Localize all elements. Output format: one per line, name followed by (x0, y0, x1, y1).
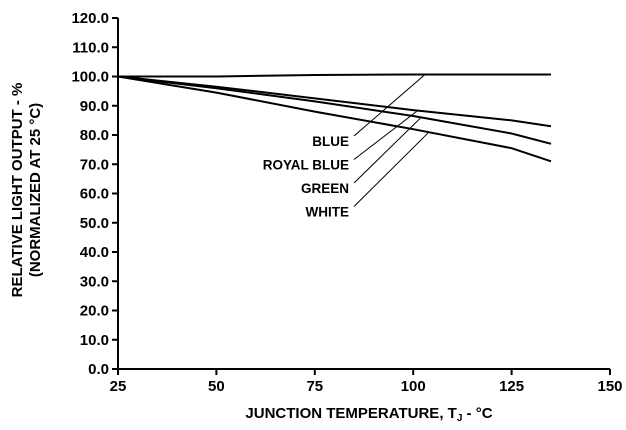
x-tick-label: 75 (306, 378, 323, 395)
series-lines (117, 73, 552, 163)
series-label-green: GREEN (301, 181, 349, 196)
y-axis-title-group: RELATIVE LIGHT OUTPUT - % (NORMALIZED AT… (9, 83, 44, 298)
series-label-blue: BLUE (312, 134, 349, 149)
x-axis-title: JUNCTION TEMPERATURE, TJ - °C (245, 405, 492, 424)
series-label-leaders (353, 74, 430, 207)
y-tick-label: 20.0 (80, 303, 109, 320)
y-axis-ticks: 0.0 10.0 20.0 30.0 40.0 50.0 60.0 70.0 80.0 90.0 1… (71, 10, 118, 378)
x-tick-label: 25 (110, 378, 127, 395)
x-tick-label: 50 (208, 378, 225, 395)
y-tick-label: 90.0 (80, 98, 109, 115)
y-tick-label: 110.0 (72, 39, 109, 56)
y-tick-label: 0.0 (88, 361, 109, 378)
series-line-green (117, 75, 552, 145)
x-axis-ticks: 25 50 75 100 125 150 (110, 369, 623, 395)
y-tick-label: 80.0 (80, 127, 109, 144)
y-tick-label: 60.0 (80, 186, 109, 203)
y-tick-label: 10.0 (80, 332, 109, 349)
y-tick-label: 30.0 (80, 273, 109, 290)
x-tick-label: 100 (401, 378, 426, 395)
y-tick-label: 100.0 (71, 69, 109, 86)
series-line-blue (118, 73, 551, 78)
series-label-white: WHITE (306, 205, 350, 220)
series-label-royal-blue: ROYAL BLUE (263, 158, 349, 173)
leader-line-blue (353, 74, 426, 137)
y-tick-label: 120.0 (71, 10, 109, 27)
series-line-white (117, 75, 552, 163)
x-tick-label: 125 (499, 378, 524, 395)
leader-line-royal-blue (353, 110, 418, 160)
x-tick-label: 150 (597, 378, 622, 395)
series-labels: BLUE ROYAL BLUE GREEN WHITE (263, 134, 349, 220)
y-tick-label: 70.0 (80, 156, 109, 173)
y-axis-title-line1: RELATIVE LIGHT OUTPUT - % (9, 83, 26, 298)
leader-line-green (353, 117, 422, 184)
y-tick-label: 40.0 (80, 244, 109, 261)
leader-line-white (353, 131, 430, 207)
y-axis-title-line2: (NORMALIZED AT 25 °C) (27, 103, 44, 277)
series-line-royal-blue (117, 75, 552, 128)
y-tick-label: 50.0 (80, 215, 109, 232)
